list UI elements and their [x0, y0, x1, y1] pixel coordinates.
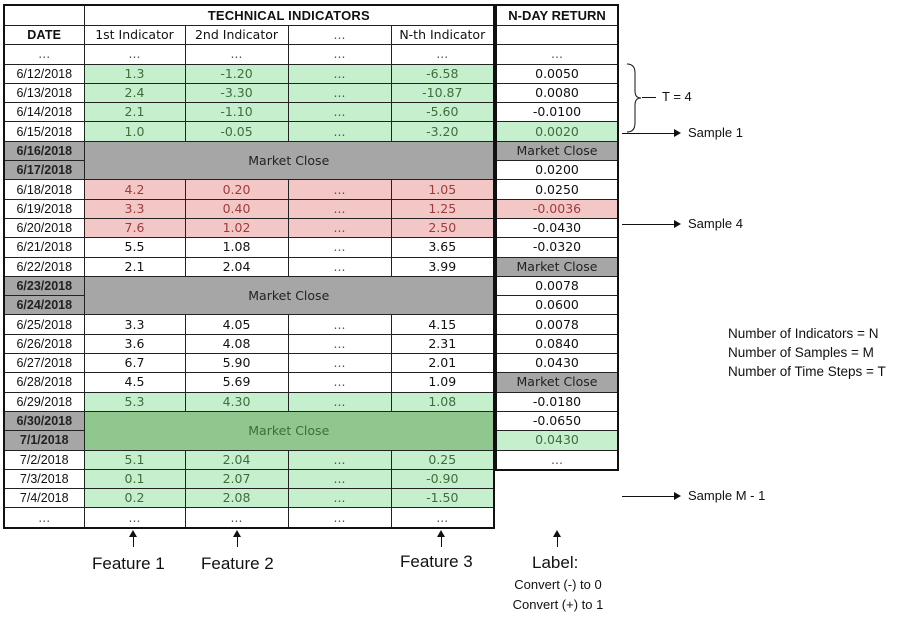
table-row: 6/14/2018 2.1 -1.10 ... -5.60	[3, 102, 495, 123]
indicator-dots-header: ...	[287, 24, 392, 46]
table-row: 6/30/2018 Market Close	[3, 410, 495, 451]
table-row: 6/16/2018 Market Close	[3, 140, 495, 181]
market-close-cell: Market Close	[495, 372, 619, 393]
corner-cell	[3, 4, 85, 26]
technical-indicators-header: TECHNICAL INDICATORS	[83, 4, 495, 26]
market-close-cell: Market Close	[495, 256, 619, 277]
arrow-right-icon	[674, 129, 681, 137]
return-cell: 0.0080	[495, 82, 619, 104]
table-row: 6/13/2018 2.4 -3.30 ... -10.87	[3, 82, 495, 104]
arrow-up-icon	[553, 530, 561, 537]
return-cell: 0.0078	[495, 314, 619, 335]
return-cell: 0.0050	[495, 63, 619, 84]
table-row: 6/23/2018 Market Close	[3, 275, 495, 316]
return-cell: -0.0430	[495, 217, 619, 239]
return-header-blank	[495, 24, 619, 46]
market-close-cell: Market Close	[83, 410, 495, 451]
indicator-n-header: N-th Indicator	[390, 24, 495, 46]
sample4-label: Sample 4	[688, 216, 743, 231]
info-line: Number of Samples = M	[728, 345, 874, 360]
arrow-up-icon	[437, 530, 445, 537]
feature-3-label: Feature 3	[400, 552, 473, 571]
market-close-cell: Market Close	[83, 140, 495, 181]
indicator-1-header: 1st Indicator	[83, 24, 186, 46]
arrow-right-icon	[674, 492, 681, 500]
table-row: 6/21/2018 5.5 1.08 ... 3.65	[3, 237, 495, 258]
return-cell: 0.0020	[495, 121, 619, 142]
sample4-arrow-line	[622, 224, 675, 225]
arrow-up-line	[441, 536, 442, 547]
table-row: 6/22/2018 2.1 2.04 ... 3.99	[3, 256, 495, 277]
sample1-arrow-line	[622, 133, 675, 134]
return-cell: -0.0100	[495, 102, 619, 123]
samplem-arrow-line	[622, 496, 675, 497]
t-arrow-line	[642, 97, 656, 98]
brace-icon	[626, 63, 642, 133]
arrow-up-icon	[129, 530, 137, 537]
return-table: N-DAY RETURN ... 0.0050 0.0080 -0.0100 0…	[495, 4, 619, 471]
arrow-up-line	[557, 536, 558, 547]
table-row: 7/4/2018 0.2 2.08 ... -1.50	[3, 488, 495, 509]
return-cell: 0.0200	[495, 160, 619, 181]
table-row: 6/27/2018 6.7 5.90 ... 2.01	[3, 353, 495, 374]
return-cell: -0.0320	[495, 237, 619, 258]
return-cell: -0.0650	[495, 410, 619, 432]
table-row: 6/26/2018 3.6 4.08 ... 2.31	[3, 333, 495, 355]
arrow-up-line	[237, 536, 238, 547]
table-row: 6/29/2018 5.3 4.30 ... 1.08	[3, 391, 495, 412]
table-row: ... ... ... ... ...	[3, 507, 495, 529]
return-cell: 0.0430	[495, 430, 619, 451]
arrow-right-icon	[674, 220, 681, 228]
label-heading: Label:	[532, 553, 579, 572]
table-row: 6/25/2018 3.3 4.05 ... 4.15	[3, 314, 495, 335]
indicator-2-header: 2nd Indicator	[184, 24, 289, 46]
table-row: 6/18/2018 4.2 0.20 ... 1.05	[3, 179, 495, 200]
t-label: T = 4	[662, 89, 692, 104]
table-row: 6/17/2018	[3, 160, 494, 181]
table-row: 7/3/2018 0.1 2.07 ... -0.90	[3, 468, 495, 490]
table-row: 7/1/2018	[3, 430, 494, 451]
convert-negative-text: Convert (-) to 0	[514, 577, 602, 592]
market-close-cell: Market Close	[495, 140, 619, 162]
info-line: Number of Time Steps = T	[728, 364, 886, 379]
arrow-up-icon	[233, 530, 241, 537]
date-header: DATE	[3, 24, 85, 46]
table-row: 6/12/2018 1.3 -1.20 ... -6.58	[3, 63, 495, 84]
table-row: 7/2/2018 5.1 2.04 ... 0.25	[3, 449, 495, 470]
table-row: 6/28/2018 4.5 5.69 ... 1.09	[3, 372, 495, 393]
feature-1-label: Feature 1	[92, 554, 165, 573]
info-line: Number of Indicators = N	[728, 326, 879, 341]
info-text: Number of Indicators = N Number of Sampl…	[728, 324, 886, 381]
table-row: 6/20/2018 7.6 1.02 ... 2.50	[3, 217, 495, 239]
samplem-label: Sample M - 1	[688, 488, 766, 503]
return-cell: -0.0036	[495, 198, 619, 219]
table-row: 6/19/2018 3.3 0.40 ... 1.25	[3, 198, 495, 219]
return-cell: 0.0250	[495, 179, 619, 200]
return-cell: -0.0180	[495, 391, 619, 412]
indicators-table: TECHNICAL INDICATORS DATE 1st Indicator …	[3, 4, 496, 529]
return-cell: 0.0840	[495, 333, 619, 355]
table-row: 6/15/2018 1.0 -0.05 ... -3.20	[3, 121, 495, 142]
sample1-label: Sample 1	[688, 125, 743, 140]
arrow-up-line	[133, 536, 134, 547]
n-day-return-header: N-DAY RETURN	[495, 4, 619, 26]
return-cell: 0.0430	[495, 353, 619, 374]
market-close-cell: Market Close	[83, 275, 495, 316]
return-cell: 0.0078	[495, 275, 619, 297]
table-row: 6/24/2018	[3, 295, 494, 316]
feature-2-label: Feature 2	[201, 554, 274, 573]
table-row: ... ... ... ... ...	[3, 44, 495, 65]
convert-positive-text: Convert (+) to 1	[512, 597, 604, 612]
return-cell: 0.0600	[495, 295, 619, 316]
